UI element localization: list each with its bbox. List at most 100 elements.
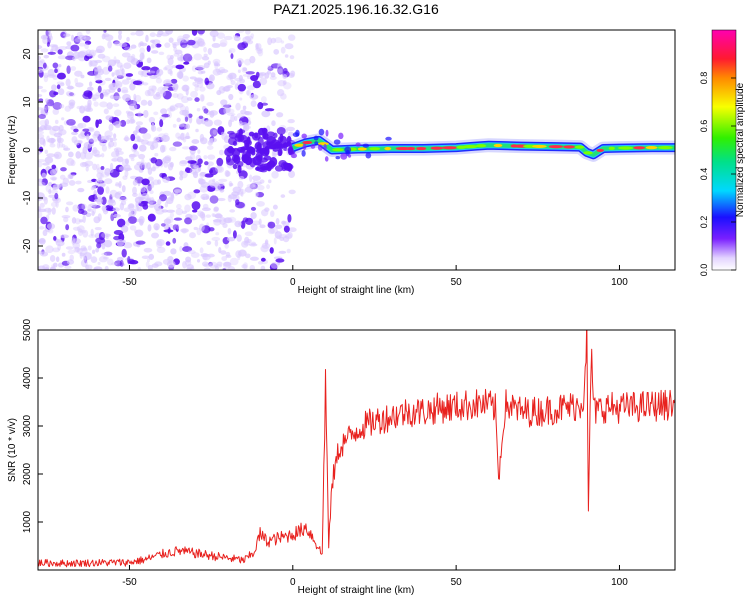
noise-speckle <box>45 184 52 193</box>
noise-speckle <box>219 39 228 47</box>
noise-speckle <box>157 30 164 36</box>
snr-background <box>38 330 675 570</box>
noise-speckle <box>77 187 85 193</box>
noise-speckle <box>42 62 47 69</box>
noise-speckle <box>43 105 51 110</box>
noise-speckle <box>115 148 120 157</box>
noise-speckle <box>182 84 189 92</box>
noise-speckle <box>194 166 200 174</box>
colorbar-tick-label: 0.8 <box>699 72 709 85</box>
noise-speckle <box>160 108 168 115</box>
noise-speckle <box>43 74 49 83</box>
spectrogram-panel: -50 0 50 100 -20 -10 0 10 20 Height of straight… <box>7 29 676 296</box>
noise-speckle <box>65 224 70 231</box>
noise-speckle <box>48 188 52 195</box>
noise-speckle <box>173 52 180 57</box>
noise-speckle <box>38 60 44 67</box>
noise-speckle <box>75 151 82 159</box>
noise-speckle <box>54 119 59 124</box>
noise-speckle <box>38 161 43 168</box>
noise-speckle <box>189 214 199 221</box>
noise-speckle <box>122 175 128 180</box>
noise-speckle <box>87 208 94 212</box>
noise-speckle <box>87 86 94 92</box>
noise-speckle <box>287 34 296 41</box>
noise-speckle <box>76 225 85 233</box>
noise-speckle <box>179 175 184 181</box>
noise-speckle <box>288 227 297 233</box>
noise-speckle <box>228 93 234 101</box>
noise-speckle <box>189 76 197 80</box>
noise-speckle <box>146 258 151 263</box>
snr-panel: -50 0 50 100 1000 2000 3000 4000 5000 Height of… <box>7 318 676 596</box>
ridge-hotspot <box>369 147 381 151</box>
noise-speckle <box>270 262 279 269</box>
noise-speckle <box>148 200 157 205</box>
noise-speckle <box>164 64 173 71</box>
noise-speckle <box>282 74 288 79</box>
noise-speckle <box>220 99 228 106</box>
noise-speckle <box>68 180 76 186</box>
noise-speckle <box>84 152 93 160</box>
noise-speckle <box>99 101 108 108</box>
noise-speckle <box>38 178 43 183</box>
noise-speckle <box>271 170 279 179</box>
noise-speckle <box>191 65 197 72</box>
noise-speckle <box>200 94 205 102</box>
noise-speckle <box>72 56 76 62</box>
noise-speckle <box>71 131 78 136</box>
noise-speckle <box>57 49 63 55</box>
noise-speckle <box>185 132 190 140</box>
noise-speckle <box>143 247 153 253</box>
noise-speckle <box>51 125 61 132</box>
noise-speckle <box>147 213 156 222</box>
noise-speckle <box>161 134 170 143</box>
noise-speckle <box>153 136 160 142</box>
y-tick-label: 5000 <box>22 318 33 341</box>
noise-speckle <box>46 74 56 78</box>
noise-speckle <box>66 86 75 90</box>
noise-speckle <box>228 119 233 128</box>
noise-speckle <box>135 121 144 126</box>
noise-speckle <box>184 193 192 201</box>
noise-speckle <box>57 63 62 68</box>
ridge-scatter <box>365 152 372 159</box>
noise-speckle <box>276 127 286 135</box>
noise-speckle <box>246 89 252 97</box>
noise-speckle <box>85 264 93 270</box>
noise-speckle <box>239 78 246 84</box>
noise-speckle <box>193 53 203 61</box>
noise-speckle <box>121 79 130 85</box>
noise-speckle <box>103 256 109 260</box>
noise-speckle <box>267 65 274 72</box>
noise-speckle <box>172 141 183 147</box>
noise-speckle <box>107 65 113 72</box>
noise-speckle <box>115 69 124 77</box>
noise-speckle <box>282 162 290 167</box>
noise-speckle <box>216 63 221 67</box>
noise-speckle <box>155 225 159 231</box>
noise-speckle <box>126 111 135 119</box>
noise-speckle <box>40 107 48 115</box>
noise-speckle <box>108 123 114 132</box>
noise-speckle <box>274 141 283 149</box>
noise-speckle <box>101 196 107 206</box>
noise-speckle <box>179 132 187 141</box>
noise-speckle <box>170 78 178 84</box>
noise-speckle <box>140 187 146 193</box>
noise-speckle <box>38 68 44 73</box>
ridge-scatter <box>318 128 325 136</box>
noise-speckle <box>51 164 57 170</box>
noise-speckle <box>97 186 104 195</box>
noise-speckle <box>287 131 294 137</box>
noise-speckle <box>217 197 226 202</box>
noise-speckle <box>127 216 138 224</box>
noise-speckle <box>55 256 60 263</box>
noise-speckle <box>233 34 238 38</box>
noise-speckle <box>165 197 174 205</box>
noise-speckle <box>132 186 137 195</box>
noise-speckle <box>238 120 243 126</box>
noise-speckle <box>233 154 241 165</box>
noise-speckle <box>76 247 83 255</box>
noise-speckle <box>208 261 213 267</box>
